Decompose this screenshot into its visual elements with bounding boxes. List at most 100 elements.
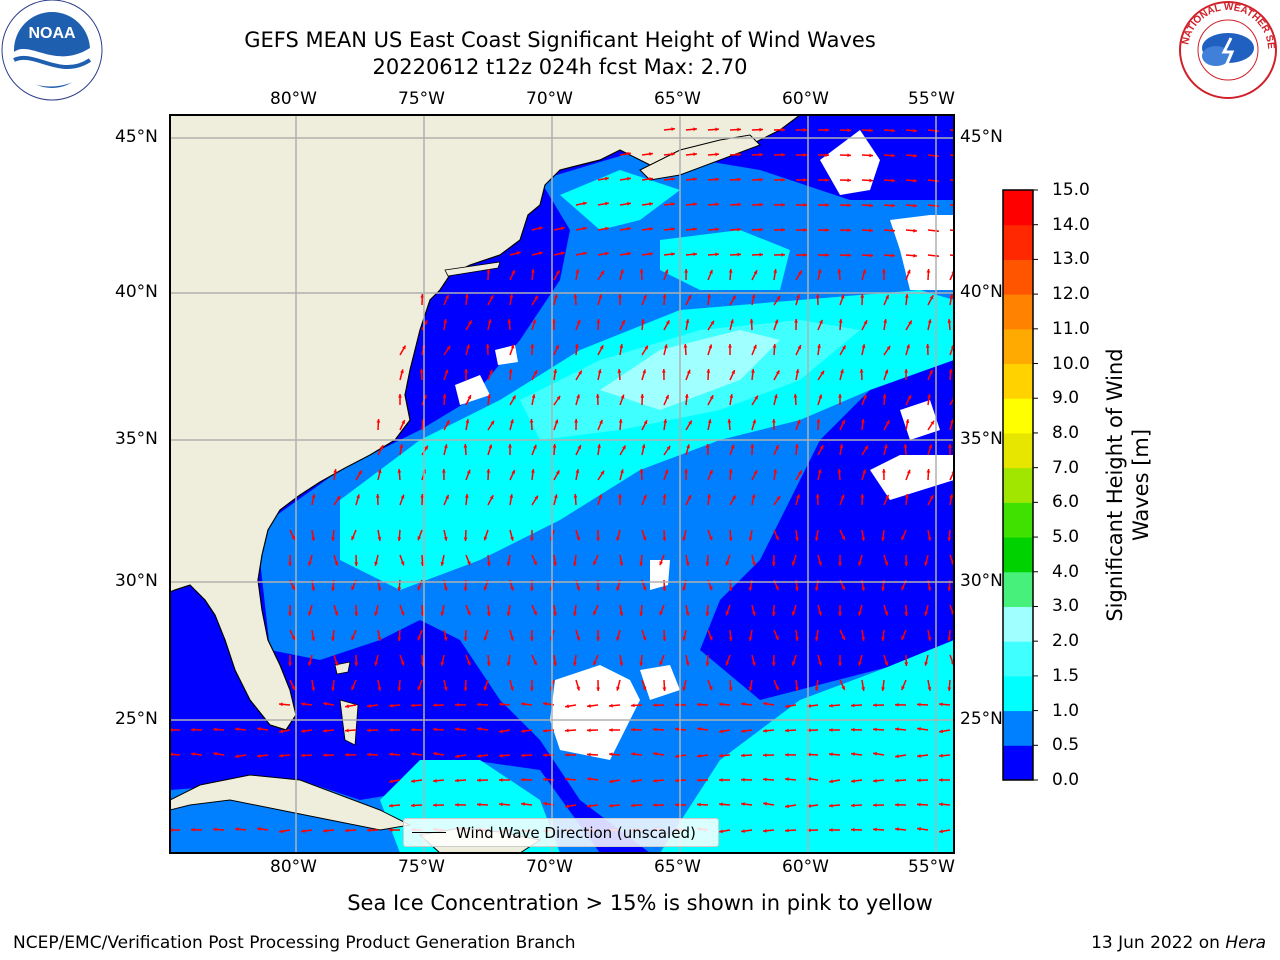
wave-direction-arrowhead (279, 729, 283, 734)
wave-direction-arrowhead (516, 251, 521, 255)
colorbar-segment (1003, 190, 1033, 226)
colorbar-segment (1003, 641, 1033, 677)
wave-direction-arrowhead (477, 778, 481, 783)
wave-direction-arrowhead (904, 494, 909, 498)
wave-direction-arrowhead (331, 587, 335, 591)
wave-direction-arrowhead (881, 469, 886, 473)
wave-direction-arrowhead (649, 177, 653, 181)
wave-direction-arrowhead (587, 752, 591, 757)
wave-direction-arrowhead (924, 611, 929, 616)
wave-direction-arrowhead (906, 344, 910, 349)
wave-direction-arrowhead (662, 637, 667, 641)
wave-direction-arrowhead (860, 294, 865, 298)
wave-direction-arrowhead (616, 636, 620, 641)
wave-direction-arrowhead (578, 370, 582, 375)
wave-direction-arrowhead (749, 319, 754, 323)
wave-direction-arrowhead (311, 537, 316, 541)
wave-direction-arrowhead (433, 727, 437, 732)
wave-direction-arrowhead (538, 226, 543, 231)
wave-band-1.0-se (660, 640, 954, 853)
wave-direction-arrowhead (906, 269, 911, 274)
wave-direction-arrowhead (913, 253, 917, 258)
wave-direction-arrowhead (862, 269, 867, 274)
wave-direction-arrowhead (445, 494, 449, 499)
wave-direction-arrowhead (731, 370, 735, 375)
wave-direction-arrowhead (433, 803, 437, 808)
wave-direction-arrowhead (653, 703, 657, 708)
wave-direction-arrowhead (400, 369, 404, 374)
wave-direction-arrowhead (487, 319, 492, 324)
wave-direction-arrowhead (433, 703, 437, 708)
wave-direction-arrowhead (708, 636, 713, 641)
wave-direction-arrowhead (729, 394, 734, 398)
wave-direction-arrowhead (631, 752, 635, 756)
wave-direction-arrowhead (819, 319, 823, 324)
wave-direction-arrowhead (510, 586, 514, 591)
nws-logo: NATIONAL WEATHER SERVICE (1176, 0, 1277, 99)
wave-direction-arrowhead (847, 228, 851, 233)
wave-direction-arrowhead (927, 636, 932, 641)
wave-direction-arrowhead (795, 637, 799, 641)
colorbar-tick-label: 14.0 (1052, 214, 1090, 235)
wave-direction-arrowhead (781, 152, 785, 157)
wave-direction-arrowhead (463, 637, 468, 641)
wave-direction-arrowhead (950, 419, 954, 424)
colorbar-tick-label: 5.0 (1052, 527, 1080, 548)
land-bahamas (334, 661, 351, 675)
wave-direction-arrowhead (837, 269, 842, 273)
wave-direction-arrowhead (468, 320, 472, 325)
wave-direction-arrowhead (582, 226, 587, 231)
wave-direction-arrowhead (609, 803, 613, 808)
wave-direction-arrowhead (891, 178, 895, 183)
wave-direction-arrowhead (308, 561, 312, 566)
wave-direction-arrowhead (291, 685, 295, 690)
wave-direction-arrowhead (398, 394, 402, 398)
wave-direction-arrow (949, 254, 954, 257)
chart-title: GEFS MEAN US East Coast Significant Heig… (244, 28, 876, 52)
wave-direction-arrowhead (510, 419, 514, 424)
wave-direction-arrowhead (555, 270, 560, 275)
lon-label-top: 70°W (526, 89, 573, 109)
wave-band-1.0-ne (660, 230, 790, 290)
wave-direction-arrowhead (838, 319, 843, 323)
wave-direction-arrowhead (499, 729, 503, 734)
wave-direction-arrowhead (443, 319, 448, 323)
colorbar-segment (1003, 502, 1033, 538)
wave-direction-arrowhead (728, 537, 733, 541)
wave-direction-arrowhead (861, 587, 866, 591)
wave-direction-arrowhead (829, 779, 833, 784)
wave-direction-arrowhead (389, 703, 393, 708)
wave-direction-arrowhead (464, 369, 469, 373)
wave-direction-arrowhead (709, 395, 714, 400)
wave-direction-arrowhead (377, 586, 382, 591)
wave-direction-arrowhead (441, 469, 446, 473)
wave-direction-arrowhead (741, 729, 745, 733)
wave-direction-arrowhead (375, 494, 380, 498)
wave-direction-arrowhead (377, 636, 382, 641)
wave-direction-arrowhead (751, 494, 756, 499)
wave-direction-arrowhead (829, 828, 833, 832)
wave-direction-arrowhead (331, 687, 335, 691)
wave-direction-arrowhead (367, 728, 371, 733)
wave-direction-arrowhead (661, 369, 666, 373)
wave-direction-arrowhead (847, 253, 851, 258)
wave-direction-arrowhead (881, 637, 885, 641)
wave-direction-arrowhead (675, 727, 679, 732)
wave-direction-arrowhead (891, 253, 895, 258)
wave-direction-arrowhead (759, 152, 763, 157)
wave-direction-arrowhead (582, 251, 587, 256)
wave-direction-arrowhead (533, 444, 537, 449)
wave-direction-arrowhead (886, 345, 891, 350)
wave-direction-arrowhead (423, 394, 427, 399)
wave-direction-arrowhead (521, 702, 525, 706)
wave-direction-arrowhead (825, 203, 829, 208)
wave-direction-arrowhead (596, 637, 601, 641)
wave-direction-arrowhead (627, 151, 631, 156)
wave-direction-arrowhead (490, 420, 494, 425)
wave-direction-arrowhead (671, 227, 675, 232)
wave-direction-arrowhead (829, 703, 833, 708)
wave-direction-arrowhead (257, 827, 261, 831)
wave-direction-arrowhead (345, 828, 349, 833)
colorbar (1002, 189, 1038, 781)
wave-direction-arrowhead (708, 344, 713, 349)
